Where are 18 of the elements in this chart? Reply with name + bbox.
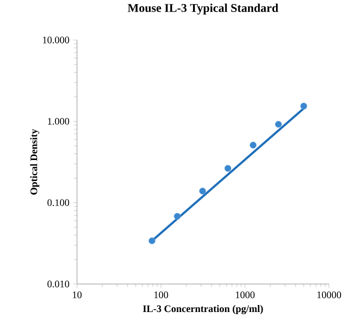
x-axis-title: IL-3 Concerntration (pg/ml) — [143, 305, 263, 314]
y-axis-title: Optical Density — [30, 129, 40, 195]
point — [199, 188, 206, 194]
point — [250, 142, 257, 149]
y-tick-label: 1.000 — [48, 118, 70, 125]
x-tick-label: 10 — [72, 291, 82, 298]
point — [224, 164, 232, 172]
point — [148, 237, 156, 244]
point — [300, 102, 308, 110]
y-tick-label: 0.100 — [47, 199, 70, 206]
x-tick-label: 100 — [154, 291, 168, 298]
chart-title: Mouse IL-3 Typical Standard — [128, 4, 278, 14]
x-tick-label: 10000 — [317, 291, 342, 298]
x-tick-label: 1000 — [236, 291, 255, 298]
y-tick-label: 10.000 — [42, 36, 70, 44]
point — [174, 212, 181, 220]
point — [275, 120, 282, 128]
y-tick-label: 0.010 — [47, 280, 70, 288]
